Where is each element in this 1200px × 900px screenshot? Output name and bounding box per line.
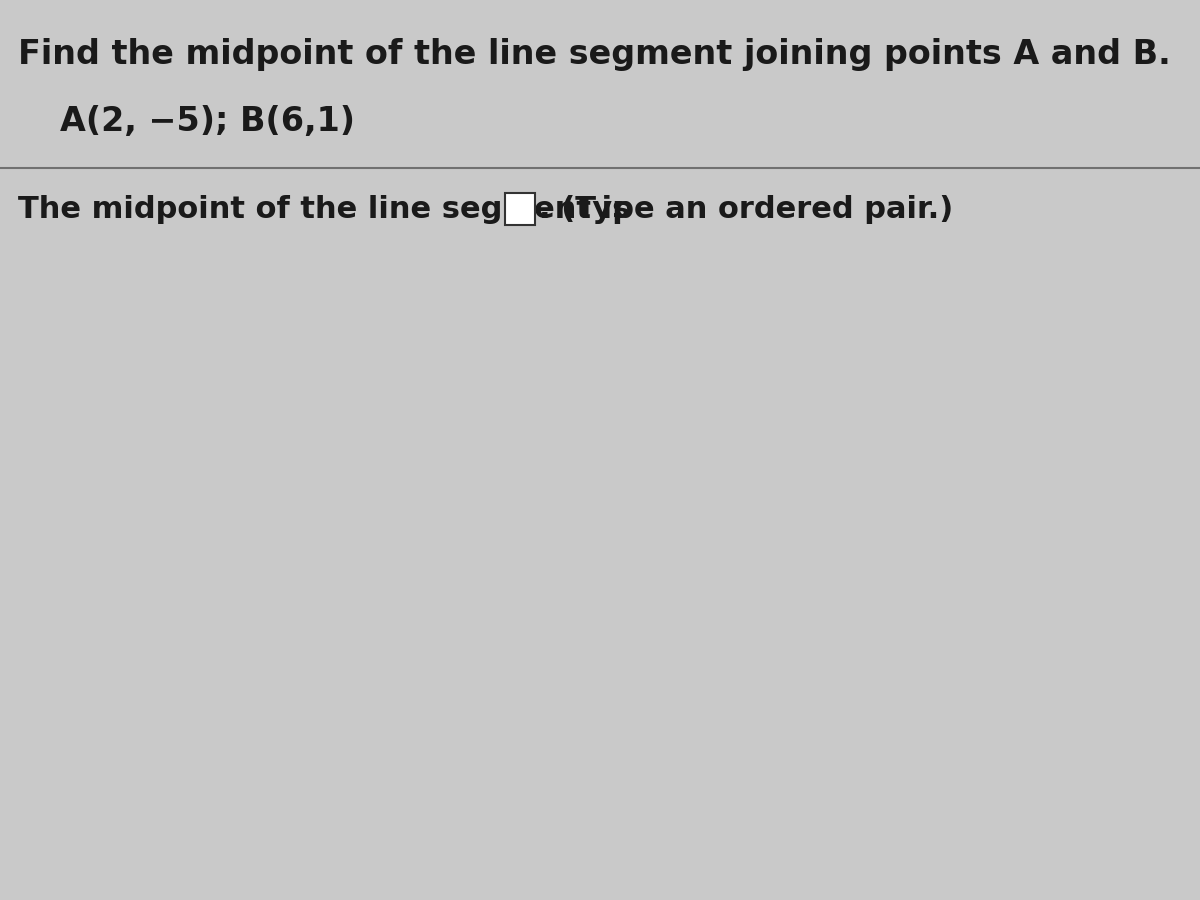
Text: Find the midpoint of the line segment joining points A and B.: Find the midpoint of the line segment jo… xyxy=(18,38,1171,71)
Text: A(2, −5); B(6,1): A(2, −5); B(6,1) xyxy=(60,105,355,138)
Text: . (Type an ordered pair.): . (Type an ordered pair.) xyxy=(539,195,953,224)
Text: The midpoint of the line segment is: The midpoint of the line segment is xyxy=(18,195,641,224)
Bar xyxy=(505,193,535,225)
